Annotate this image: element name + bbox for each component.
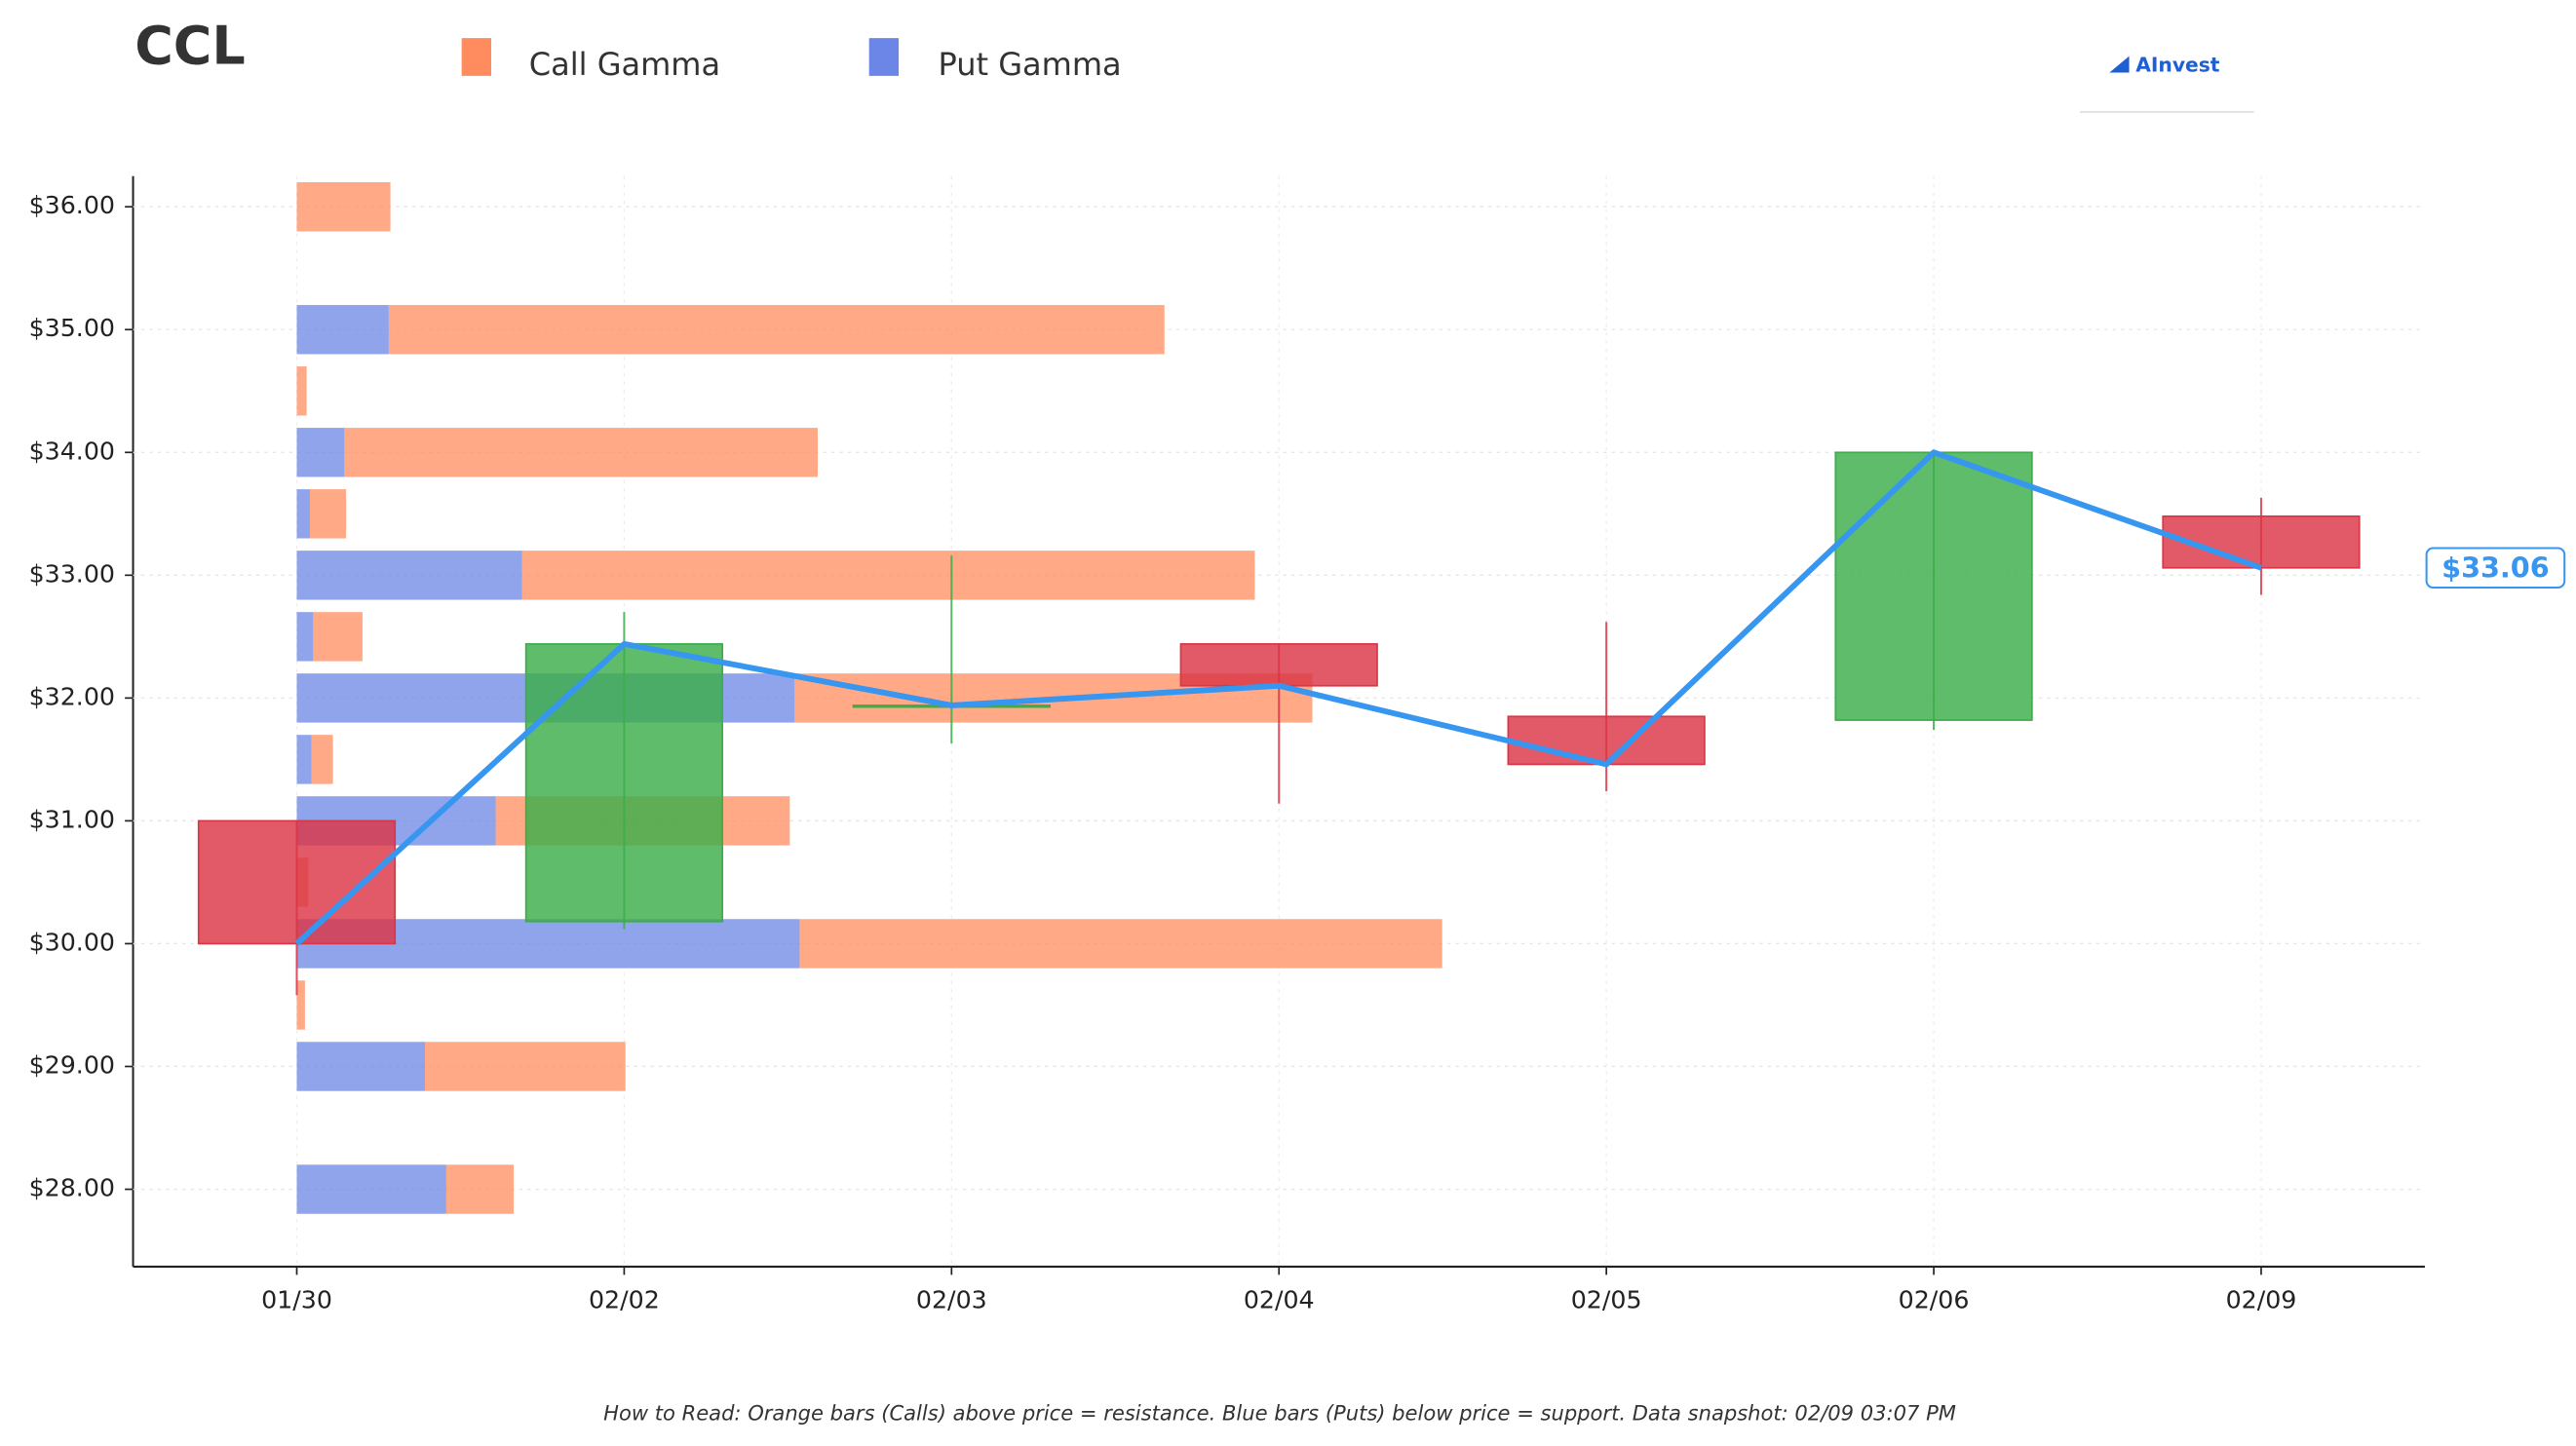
y-tick-label: $35.00 <box>29 314 115 342</box>
y-tick-label: $30.00 <box>29 928 115 956</box>
x-tick-label: 02/03 <box>916 1285 987 1313</box>
y-tick-label: $31.00 <box>29 805 115 833</box>
gamma-bar <box>296 551 522 600</box>
logo: AInvest <box>2135 53 2219 76</box>
gamma-bar <box>296 612 314 662</box>
gamma-bar <box>425 1042 626 1091</box>
candle-body <box>1834 451 2033 721</box>
gamma-bar <box>296 980 305 1030</box>
gamma-bar <box>296 735 312 784</box>
x-tick-label: 02/06 <box>1899 1285 1970 1313</box>
candle-body <box>524 643 724 923</box>
gamma-bar <box>311 735 333 784</box>
x-tick-label: 02/02 <box>589 1285 660 1313</box>
legend-swatch <box>868 38 900 76</box>
gamma-bar <box>313 612 363 662</box>
candle-body <box>1507 715 1706 766</box>
price-line <box>294 449 2262 946</box>
gamma-bar <box>521 551 1255 600</box>
gamma-bar <box>296 305 389 355</box>
y-tick-label: $34.00 <box>29 437 115 465</box>
y-tick-label: $28.00 <box>29 1174 115 1202</box>
x-tick-label: 01/30 <box>261 1285 332 1313</box>
gamma-bar <box>296 366 307 416</box>
footnote: How to Read: Orange bars (Calls) above p… <box>603 1401 1956 1426</box>
y-tick-label: $36.00 <box>29 191 115 219</box>
gamma-bar <box>388 305 1165 355</box>
y-tick-label: $29.00 <box>29 1050 115 1079</box>
gamma-bar <box>309 489 347 539</box>
chart-title: CCL <box>135 16 246 77</box>
gamma-bar <box>296 1164 446 1214</box>
x-tick-label: 02/09 <box>2226 1285 2297 1313</box>
gamma-bar <box>296 428 345 477</box>
legend-label: Put Gamma <box>938 46 1121 83</box>
logo-icon <box>2109 56 2130 73</box>
gamma-bar <box>296 489 310 539</box>
gamma-bar <box>344 428 818 477</box>
gamma-bar <box>445 1164 515 1214</box>
gamma-bar <box>296 182 391 232</box>
x-tick-label: 02/04 <box>1244 1285 1315 1313</box>
y-tick-label: $33.00 <box>29 559 115 588</box>
legend-label: Call Gamma <box>529 46 720 83</box>
last-price-label: $33.06 <box>2441 551 2550 584</box>
gamma-bar <box>296 1042 426 1091</box>
x-tick-label: 02/05 <box>1571 1285 1642 1313</box>
legend-swatch <box>461 38 491 76</box>
candle-body <box>1179 643 1378 687</box>
gamma-bar <box>799 919 1442 969</box>
last-price-box <box>2425 547 2566 590</box>
y-tick-label: $32.00 <box>29 682 115 710</box>
